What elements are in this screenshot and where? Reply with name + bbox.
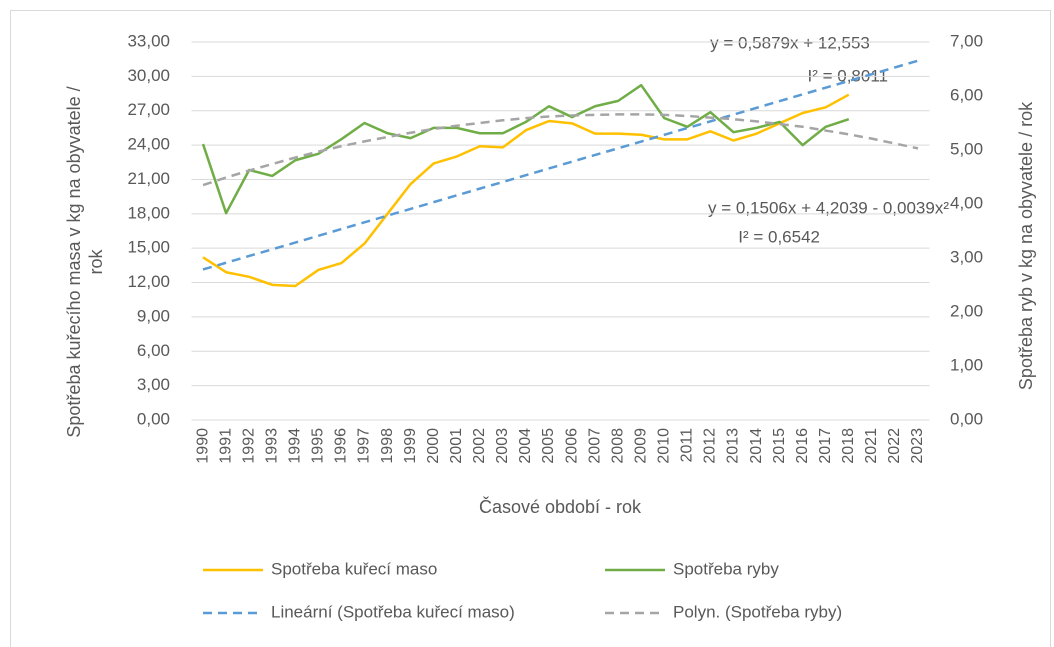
y-tick-label: 18,00: [127, 203, 170, 222]
y-tick-label: 12,00: [127, 272, 170, 291]
x-tick-label: 1995: [310, 428, 327, 464]
legend-label: Spotřeba kuřecí maso: [271, 559, 437, 578]
x-tick-label: 2018: [840, 428, 857, 464]
annotation: y = 0,1506x + 4,2039 - 0,0039x²: [708, 198, 949, 217]
x-tick-label: 1993: [263, 428, 280, 464]
y-axis-title: Spotřeba kuřecího masa v kg na obyvatele…: [64, 86, 84, 437]
series-line: [202, 113, 919, 187]
x-tick-label: 2001: [448, 428, 465, 464]
x-tick-label: 2015: [771, 428, 788, 464]
y-axis-title: rok: [86, 249, 106, 275]
x-tick-label: 1996: [333, 428, 350, 464]
y-tick-label: 27,00: [127, 100, 170, 119]
x-tick-label: 2009: [632, 428, 649, 464]
y2-tick-label: 0,00: [950, 409, 983, 428]
y2-tick-label: 2,00: [950, 301, 983, 320]
series-line: [201, 83, 850, 215]
legend-label: Spotřeba ryby: [673, 559, 779, 578]
x-tick-label: 1999: [402, 428, 419, 464]
x-tick-label: 2000: [425, 428, 442, 464]
y-tick-label: 0,00: [137, 409, 170, 428]
y-tick-label: 6,00: [137, 341, 170, 360]
x-tick-label: 2003: [494, 428, 511, 464]
x-tick-label: 1991: [217, 428, 234, 464]
x-tick-label: 2005: [540, 428, 557, 464]
legend-label: Lineární (Spotřeba kuřecí maso): [271, 602, 515, 621]
y2-tick-label: 6,00: [950, 85, 983, 104]
x-tick-label: 2013: [725, 428, 742, 464]
annotation: I² = 0,6542: [738, 227, 820, 246]
legend-label: Polyn. (Spotřeba ryby): [673, 602, 842, 621]
y-tick-label: 30,00: [127, 66, 170, 85]
x-tick-label: 2006: [563, 428, 580, 464]
x-tick-label: 2022: [886, 428, 903, 464]
y-tick-label: 9,00: [137, 306, 170, 325]
y-tick-label: 24,00: [127, 135, 170, 154]
y2-tick-label: 3,00: [950, 247, 983, 266]
y2-tick-label: 5,00: [950, 139, 983, 158]
x-tick-label: 2021: [863, 428, 880, 464]
x-tick-label: 2016: [794, 428, 811, 464]
x-tick-label: 1997: [356, 428, 373, 464]
x-tick-label: 2008: [609, 428, 626, 464]
x-axis-title: Časové období - rok: [479, 496, 642, 517]
x-tick-label: 1990: [194, 428, 211, 464]
y-tick-label: 15,00: [127, 238, 170, 257]
y-tick-label: 3,00: [137, 375, 170, 394]
y2-tick-label: 4,00: [950, 193, 983, 212]
x-tick-label: 2014: [748, 428, 765, 464]
x-tick-label: 1992: [240, 428, 257, 464]
x-tick-label: 2023: [909, 428, 926, 464]
series-line: [202, 93, 850, 288]
x-tick-label: 2011: [679, 428, 696, 463]
y-tick-label: 21,00: [127, 169, 170, 188]
x-tick-label: 2017: [817, 428, 834, 464]
annotation: y = 0,5879x + 12,553: [710, 33, 870, 52]
series-line: [202, 59, 919, 271]
x-tick-label: 2007: [586, 428, 603, 464]
y2-axis-title: Spotřeba ryb v kg na obyvatele / rok: [1016, 101, 1036, 390]
x-tick-label: 2012: [702, 428, 719, 464]
x-tick-label: 2002: [471, 428, 488, 464]
y-tick-label: 33,00: [127, 31, 170, 50]
y2-tick-label: 7,00: [950, 31, 983, 50]
x-tick-label: 1994: [287, 428, 304, 464]
x-tick-label: 2010: [656, 428, 673, 464]
x-tick-label: 2004: [517, 428, 534, 464]
x-tick-label: 1998: [379, 428, 396, 464]
y2-tick-label: 1,00: [950, 355, 983, 374]
